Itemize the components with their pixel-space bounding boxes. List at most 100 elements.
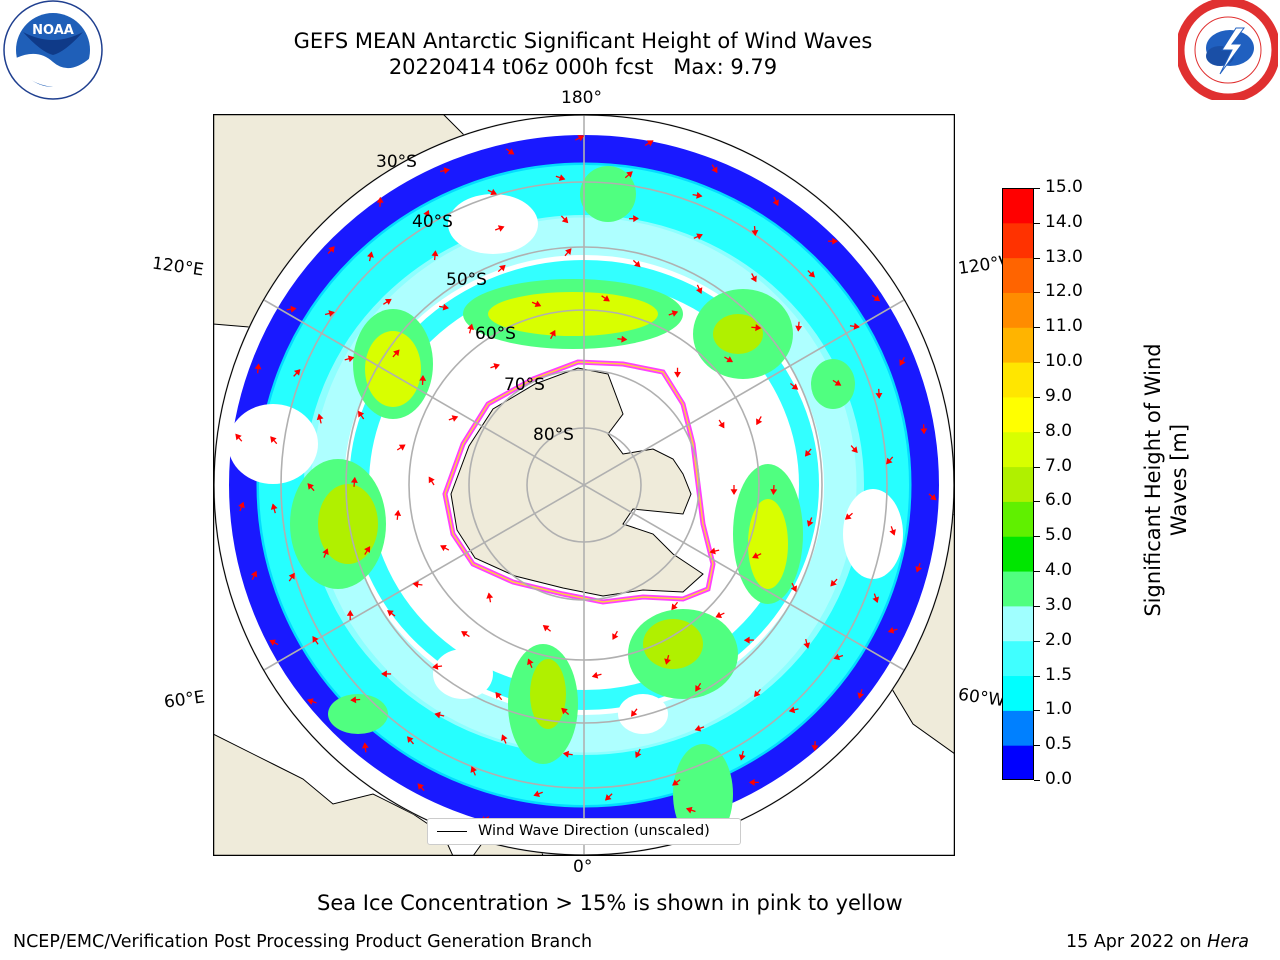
map-legend: Wind Wave Direction (unscaled) xyxy=(427,818,741,845)
wave-arrow-head xyxy=(490,188,497,196)
wave-arrow-head xyxy=(788,706,796,714)
colorbar-tick-mark xyxy=(1034,571,1040,573)
colorbar-label-line-2: Waves [m] xyxy=(1167,423,1191,537)
wave-arrow-head xyxy=(549,329,556,337)
colorbar-tick-label: 12.0 xyxy=(1045,281,1083,302)
colorbar-swatches xyxy=(1002,188,1034,781)
colorbar-swatch xyxy=(1002,257,1034,293)
wave-arrow-head xyxy=(671,603,678,611)
wave-arrow-head xyxy=(322,548,329,555)
wave-arrow-head xyxy=(367,251,374,258)
wave-arrow-head xyxy=(808,270,816,278)
wave-arrow-head xyxy=(626,171,633,178)
wave-arrow-head xyxy=(527,658,534,666)
colorbar-tick-mark xyxy=(1034,222,1040,224)
colorbar-swatch xyxy=(1002,536,1034,572)
wave-arrow-head xyxy=(412,580,419,588)
title-line-1: GEFS MEAN Antarctic Significant Height o… xyxy=(293,29,873,53)
wave-arrow-head xyxy=(486,592,494,599)
wave-arrow-head xyxy=(711,166,718,174)
colorbar-tick-mark xyxy=(1034,501,1040,503)
wave-arrow-head xyxy=(718,421,725,429)
wave-arrow-head xyxy=(361,742,369,749)
wave-arrow-head xyxy=(743,636,750,644)
wave-arrow-head xyxy=(293,369,301,376)
wave-arrow-head xyxy=(833,653,841,661)
colorbar-tick-label: 8.0 xyxy=(1045,420,1073,441)
wave-arrow-head xyxy=(398,444,406,451)
wave-arrow-head xyxy=(328,246,335,253)
wave-arrow-head xyxy=(791,383,799,390)
colorbar-swatch xyxy=(1002,675,1034,711)
wave-arrow-head xyxy=(929,493,937,501)
colorbar-tick-mark xyxy=(1034,257,1040,259)
wave-arrow-head xyxy=(346,610,354,616)
wave-arrow-head xyxy=(350,696,357,704)
colorbar-label: Significant Height of Wind Waves [m] xyxy=(1140,310,1200,650)
wave-arrow-head xyxy=(384,298,392,305)
calm-regions xyxy=(228,194,903,734)
lon-label-120e: 120°E xyxy=(150,253,205,281)
wave-arrow-head xyxy=(495,692,502,699)
colorbar-swatch xyxy=(1002,640,1034,677)
wave-arrow-head xyxy=(534,300,542,308)
chart-title: GEFS MEAN Antarctic Significant Height o… xyxy=(200,28,966,80)
wave-arrow-head xyxy=(630,710,638,717)
wave-arrow-head xyxy=(751,229,759,237)
wave-arrow-head xyxy=(461,631,468,638)
wave-arrow-head xyxy=(772,199,779,207)
wave-arrow-head xyxy=(270,503,278,510)
wave-arrow-head xyxy=(612,633,619,640)
legend-label: Wind Wave Direction (unscaled) xyxy=(478,823,710,839)
wave-arrow-head xyxy=(726,356,734,363)
wave-arrow-head xyxy=(695,684,702,692)
wave-arrow-head xyxy=(873,295,881,302)
wave-arrow-head xyxy=(467,323,474,331)
colorbar-tick-mark xyxy=(1034,536,1040,538)
wave-arrow-head xyxy=(250,570,258,578)
wave-arrow-head xyxy=(288,572,295,580)
wave-arrow-head xyxy=(756,418,763,426)
colorbar-tick-label: 11.0 xyxy=(1045,316,1083,337)
colorbar-tick-mark xyxy=(1034,675,1040,677)
colorbar-swatch xyxy=(1002,466,1034,502)
wave-arrow-head xyxy=(407,736,414,743)
wave-arrow-head xyxy=(834,379,842,386)
wave-arrow-head xyxy=(804,450,812,457)
wave-arrow-head xyxy=(696,233,703,240)
lat-label-60s: 60°S xyxy=(475,324,516,344)
colorbar-tick-mark xyxy=(1034,396,1040,398)
wave-arrow-head xyxy=(428,476,435,484)
wave-arrow-head xyxy=(312,636,319,643)
wave-arrow-head xyxy=(886,457,893,465)
wave-arrow-head xyxy=(920,428,928,435)
wave-arrow-head xyxy=(357,410,365,418)
footer-credit: NCEP/EMC/Verification Post Processing Pr… xyxy=(13,932,593,952)
wave-arrow-head xyxy=(254,363,262,370)
colorbar-tick-label: 2.0 xyxy=(1045,629,1073,650)
wave-arrow-head xyxy=(431,250,439,257)
colorbar-tick-label: 5.0 xyxy=(1045,525,1073,546)
colorbar-swatch xyxy=(1002,431,1034,468)
colorbar-swatch xyxy=(1002,745,1034,781)
wave-arrow-head xyxy=(347,355,355,363)
wave-arrow-head xyxy=(811,745,819,752)
colorbar-tick-label: 9.0 xyxy=(1045,385,1073,406)
colorbar-swatch xyxy=(1002,710,1034,746)
wave-arrow-head xyxy=(419,374,427,381)
wave-arrow-head xyxy=(381,670,387,678)
lon-label-60e: 60°E xyxy=(162,687,207,713)
wave-arrow-head xyxy=(561,216,569,224)
colorbar-swatch xyxy=(1002,362,1034,398)
wave-arrow-head xyxy=(790,585,797,593)
wave-arrow-head xyxy=(696,191,703,199)
land-africa xyxy=(213,733,454,856)
wave-arrow-head xyxy=(497,225,505,232)
colorbar-tick-label: 7.0 xyxy=(1045,455,1073,476)
wave-arrow-head xyxy=(646,140,654,147)
wave-arrow-head xyxy=(434,711,441,719)
wave-arrow-head xyxy=(674,371,681,378)
colorbar-tick-mark xyxy=(1034,640,1040,642)
wave-arrow-head xyxy=(238,501,245,509)
wave-arrow-head xyxy=(451,415,459,422)
